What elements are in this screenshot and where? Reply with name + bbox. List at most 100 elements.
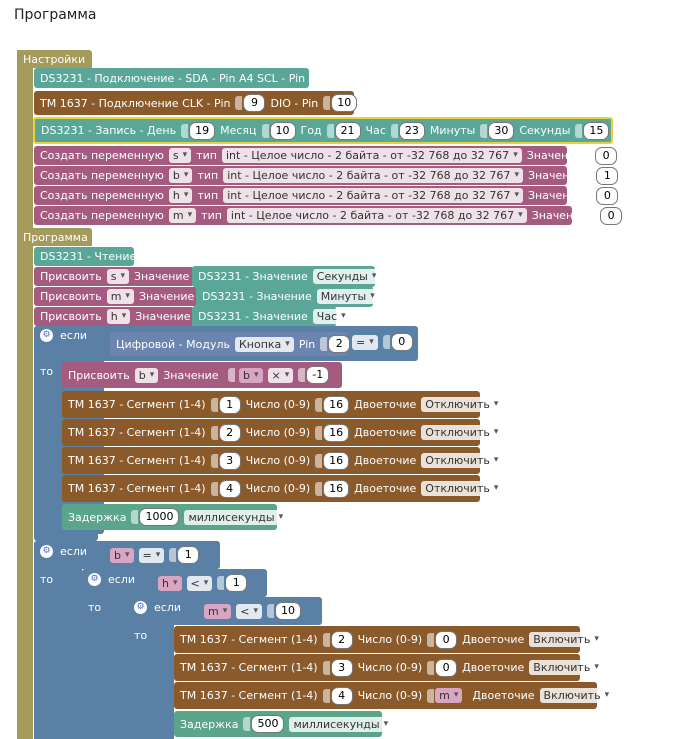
number-field[interactable]: 16	[323, 395, 350, 414]
colon-dropdown[interactable]: Включить	[529, 632, 603, 647]
colon-dropdown[interactable]: Отключить	[421, 425, 503, 440]
if2-cmp-field[interactable]: 1	[177, 546, 200, 564]
tm-segment-block[interactable]: TM 1637 - Сегмент (1-4) 4 Число (0-9) m …	[174, 682, 614, 709]
if4-op-dropdown[interactable]: <	[236, 603, 262, 619]
create-var-s-block[interactable]: Создать переменную s тип int - Целое чис…	[34, 146, 618, 165]
delay-block[interactable]: Задержка 500 миллисекунды	[174, 711, 393, 737]
ds3231-connect-block[interactable]: DS3231 - Подключение - SDA - Pin A4 SCL …	[34, 68, 323, 88]
ds3231-value-minutes-block[interactable]: DS3231 - Значение Минуты	[196, 286, 379, 307]
assign-var-dropdown[interactable]: m	[106, 289, 134, 304]
var-value-field[interactable]: 0	[595, 146, 618, 165]
colon-dropdown[interactable]: Включить	[539, 688, 614, 703]
day-field[interactable]: 19	[189, 121, 216, 140]
tm-segment-block[interactable]: TM 1637 - Сегмент (1-4) 1 Число (0-9) 16…	[62, 391, 503, 418]
if2-var-dropdown[interactable]: b	[110, 547, 134, 563]
if4-cmp-field[interactable]: 10	[275, 602, 301, 620]
number-field[interactable]: 16	[323, 451, 350, 470]
delay-value-field[interactable]: 1000	[139, 508, 180, 526]
if2-op-dropdown[interactable]: =	[138, 547, 165, 563]
segment-field[interactable]: 4	[330, 686, 353, 705]
var-type-dropdown[interactable]: int - Целое число - 2 байта - от -32 768…	[226, 208, 527, 223]
compare-op-dropdown[interactable]: =	[352, 334, 378, 350]
tm-segment-block[interactable]: TM 1637 - Сегмент (1-4) 2 Число (0-9) 16…	[62, 419, 503, 446]
var-name-dropdown[interactable]: m	[168, 208, 197, 223]
create-var-h-block[interactable]: Создать переменную h тип int - Целое чис…	[34, 186, 619, 205]
create-var-b-block[interactable]: Создать переменную b тип int - Целое чис…	[34, 166, 619, 185]
ds3231-write-block[interactable]: DS3231 - Запись - День 19 Месяц 10 Год 2…	[33, 117, 613, 144]
pin-field[interactable]: 2	[328, 335, 351, 353]
segment-field[interactable]: 2	[330, 630, 353, 649]
assign-b-block[interactable]: Присвоить b Значение	[62, 362, 342, 388]
ds-field-dropdown[interactable]: Минуты	[316, 289, 379, 304]
number-var-dropdown[interactable]: m	[435, 688, 463, 703]
delay-block[interactable]: Задержка 1000 миллисекунды	[62, 504, 288, 530]
create-var-m-block[interactable]: Создать переменную m тип int - Целое чис…	[34, 206, 623, 225]
settings-section-header[interactable]: Настройки	[17, 50, 92, 68]
assign-var-dropdown[interactable]: b	[134, 367, 159, 383]
module-dropdown[interactable]: Кнопка	[234, 336, 294, 352]
if3-var-dropdown[interactable]: h	[158, 575, 182, 591]
var-value-field[interactable]: 0	[600, 206, 623, 225]
colon-dropdown[interactable]: Включить	[529, 660, 603, 675]
math-op-dropdown[interactable]: ×	[267, 367, 294, 383]
gear-icon[interactable]: ⚙	[88, 573, 101, 586]
clk-pin-field[interactable]: 9	[243, 94, 266, 112]
var-name-dropdown[interactable]: b	[168, 168, 193, 183]
year-field[interactable]: 21	[334, 121, 361, 140]
tm-segment-block[interactable]: TM 1637 - Сегмент (1-4) 2 Число (0-9) 0 …	[174, 626, 603, 653]
segment-field[interactable]: 1	[218, 395, 241, 414]
assign-var-dropdown[interactable]: s	[106, 269, 129, 284]
ds-field-dropdown[interactable]: Секунды	[312, 269, 381, 284]
if3-cmp-field[interactable]: 1	[225, 574, 248, 592]
seconds-field[interactable]: 15	[583, 121, 610, 140]
colon-dropdown[interactable]: Отключить	[421, 481, 503, 496]
tm-segment-block[interactable]: TM 1637 - Сегмент (1-4) 3 Число (0-9) 16…	[62, 447, 503, 474]
colon-dropdown[interactable]: Отключить	[421, 397, 503, 412]
var-name-dropdown[interactable]: h	[168, 188, 193, 203]
if3-container[interactable]	[82, 569, 130, 739]
assign-s-block[interactable]: Присвоить s Значение	[34, 267, 194, 286]
assign-var-dropdown[interactable]: h	[106, 309, 131, 324]
number-field[interactable]: 16	[323, 423, 350, 442]
if4-var-dropdown[interactable]: m	[204, 603, 232, 619]
var-type-dropdown[interactable]: int - Целое число - 2 байта - от -32 768…	[223, 188, 523, 203]
segment-field[interactable]: 4	[218, 479, 241, 498]
compare-value-field[interactable]: 0	[390, 333, 413, 351]
ds3231-value-seconds-block[interactable]: DS3231 - Значение Секунды	[192, 266, 381, 287]
colon-dropdown[interactable]: Отключить	[421, 453, 503, 468]
number-field[interactable]: 0	[435, 658, 458, 677]
var-type-dropdown[interactable]: int - Целое число - 2 байта - от -32 768…	[221, 148, 522, 163]
ds3231-read-block[interactable]: DS3231 - Чтение	[34, 247, 136, 266]
segment-field[interactable]: 2	[218, 423, 241, 442]
tm1637-connect-block[interactable]: TM 1637 - Подключение CLK - Pin 9 DIO - …	[34, 91, 358, 115]
tm-segment-block[interactable]: TM 1637 - Сегмент (1-4) 3 Число (0-9) 0 …	[174, 654, 603, 681]
tm-segment-block[interactable]: TM 1637 - Сегмент (1-4) 4 Число (0-9) 16…	[62, 475, 503, 502]
segment-field[interactable]: 3	[218, 451, 241, 470]
hour-field[interactable]: 23	[398, 121, 425, 140]
number-field[interactable]: 16	[323, 479, 350, 498]
if2-container[interactable]	[34, 541, 82, 739]
delay-value-field[interactable]: 500	[251, 715, 285, 733]
month-field[interactable]: 10	[269, 121, 296, 140]
math-rhs-field[interactable]: -1	[306, 366, 330, 384]
var-value-field[interactable]: 1	[596, 166, 619, 185]
var-value-field[interactable]: 0	[596, 186, 619, 205]
gear-icon[interactable]: ⚙	[134, 601, 147, 614]
ds-field-dropdown[interactable]: Час	[312, 309, 350, 324]
assign-m-block[interactable]: Присвоить m Значение	[34, 287, 198, 306]
number-field[interactable]: 0	[435, 630, 458, 649]
gear-icon[interactable]: ⚙	[40, 545, 53, 558]
segment-field[interactable]: 3	[330, 658, 353, 677]
delay-unit-dropdown[interactable]: миллисекунды	[289, 716, 393, 732]
math-lhs-dropdown[interactable]: b	[239, 367, 263, 383]
var-name-dropdown[interactable]: s	[168, 148, 192, 163]
gear-icon[interactable]: ⚙	[40, 329, 53, 342]
delay-unit-dropdown[interactable]: миллисекунды	[184, 509, 288, 525]
program-section-header[interactable]: Программа	[17, 228, 92, 246]
var-type-dropdown[interactable]: int - Целое число - 2 байта - от -32 768…	[223, 168, 523, 183]
if3-op-dropdown[interactable]: <	[186, 575, 213, 591]
ds3231-value-hour-block[interactable]: DS3231 - Значение Час	[192, 306, 350, 327]
minutes-field[interactable]: 30	[488, 121, 515, 140]
dio-pin-field[interactable]: 10	[331, 94, 358, 112]
digital-module-block[interactable]: Цифровой - Модуль Кнопка Pin 2	[110, 332, 351, 356]
